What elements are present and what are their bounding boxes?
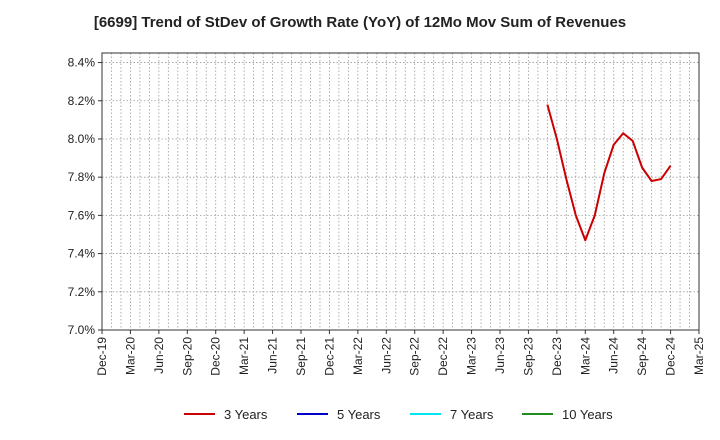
legend-label: 10 Years: [562, 407, 613, 422]
y-tick-label: 8.4%: [68, 56, 96, 70]
x-tick-label: Sep-23: [521, 337, 535, 376]
x-tick-label: Dec-19: [95, 337, 109, 376]
x-tick-label: Jun-24: [607, 337, 621, 374]
x-tick-label: Dec-21: [322, 337, 336, 376]
y-tick-label: 7.8%: [68, 170, 96, 184]
y-tick-label: 8.2%: [68, 94, 96, 108]
y-tick-label: 7.6%: [68, 208, 96, 222]
x-tick-label: Jun-20: [152, 337, 166, 374]
x-tick-label: Sep-22: [408, 337, 422, 376]
x-tick-label: Mar-25: [692, 337, 706, 375]
x-tick-label: Dec-22: [436, 337, 450, 376]
y-axis: 7.0% 7.2% 7.4% 7.6% 7.8% 8.0% 8.2% 8.4%: [68, 56, 102, 337]
x-tick-label: Dec-24: [664, 337, 678, 376]
y-tick-label: 8.0%: [68, 132, 96, 146]
y-tick-label: 7.0%: [68, 323, 96, 337]
chart-title: [6699] Trend of StDev of Growth Rate (Yo…: [93, 14, 627, 31]
plot-frame: [101, 52, 700, 331]
series-lines: [546, 104, 672, 242]
x-tick-label: Jun-21: [266, 337, 280, 374]
grid: [102, 53, 699, 330]
x-tick-label: Sep-20: [180, 337, 194, 376]
x-tick-label: Mar-23: [465, 337, 479, 375]
y-tick-label: 7.2%: [68, 285, 96, 299]
y-tick-label: 7.4%: [68, 247, 96, 261]
x-tick-label: Sep-24: [635, 337, 649, 376]
x-tick-label: Dec-20: [209, 337, 223, 376]
plot-background: [102, 53, 699, 330]
x-tick-label: Mar-22: [351, 337, 365, 375]
x-tick-label: Jun-22: [379, 337, 393, 374]
x-tick-label: Mar-21: [237, 337, 251, 375]
x-axis: Dec-19 Mar-20 Jun-20 Sep-20 Dec-20 Mar-21 Jun-…: [95, 330, 706, 376]
x-tick-label: Mar-20: [123, 337, 137, 375]
x-tick-label: Sep-21: [294, 337, 308, 376]
x-tick-label: Jun-23: [493, 337, 507, 374]
series-line: [546, 104, 672, 242]
x-tick-label: Dec-23: [550, 337, 564, 376]
x-tick-label: Mar-24: [578, 337, 592, 375]
legend: 3 Years 5 Years 7 Years 10 Years: [184, 407, 613, 422]
legend-label: 5 Years: [337, 407, 381, 422]
legend-label: 3 Years: [224, 407, 268, 422]
legend-label: 7 Years: [450, 407, 494, 422]
